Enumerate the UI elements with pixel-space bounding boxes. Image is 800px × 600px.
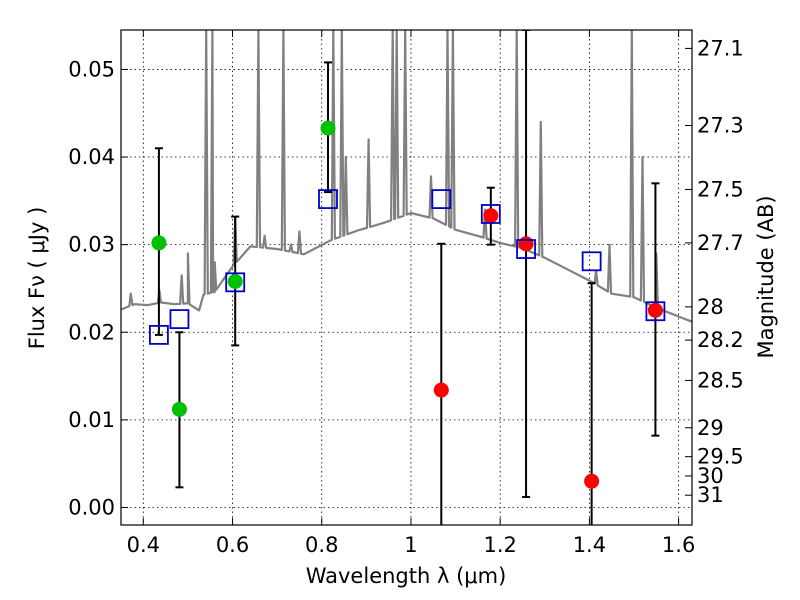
x-tick-label: 1 [404, 533, 417, 557]
x-tick-label: 1.6 [662, 533, 695, 557]
data-point [151, 235, 167, 251]
y2-tick-label: 27.5 [697, 177, 744, 201]
y2-tick-label: 28 [697, 295, 724, 319]
plot-frame [120, 29, 693, 526]
y-tick-label: 0.03 [68, 233, 115, 257]
y-tick-label: 0.05 [68, 57, 115, 81]
y-axis-label: Flux Fν ( μJy ) [25, 207, 49, 350]
y-tick-label: 0.01 [68, 408, 115, 432]
model-sed-group [121, 30, 692, 323]
tick-labels: 0.4 0.6 0.8 1 1.2 1.4 1.6 0.00 0.01 0.02 0.03 0.04 0… [68, 36, 744, 557]
data-point [483, 208, 499, 224]
x-tick-label: 0.4 [127, 533, 160, 557]
model-point [431, 189, 452, 209]
x-tick-label: 0.6 [216, 533, 249, 557]
y2-tick-label: 30 [697, 464, 724, 488]
axis-ticks [121, 30, 692, 525]
x-tick-label: 0.8 [305, 533, 338, 557]
data-point [584, 473, 600, 489]
y2-tick-label: 29 [697, 416, 724, 440]
model-point [645, 301, 666, 322]
model-sed-line [121, 30, 692, 323]
data-point [227, 273, 243, 289]
y-tick-label: 0.04 [68, 145, 115, 169]
markers-group [149, 120, 666, 489]
model-point [581, 251, 602, 272]
plot-area [121, 30, 692, 525]
y2-tick-label: 29.5 [697, 445, 744, 469]
y2-tick-label: 28.2 [697, 328, 744, 352]
x-axis-label: Wavelength λ (μm) [306, 564, 507, 588]
x-tick-label: 1.2 [483, 533, 516, 557]
model-point [516, 239, 536, 259]
model-point [169, 309, 190, 330]
model-point [480, 204, 501, 224]
model-point [149, 324, 169, 345]
data-point [433, 382, 449, 398]
model-point [318, 189, 338, 209]
data-point [171, 401, 187, 417]
y2-tick-label: 27.3 [697, 113, 744, 137]
x-tick-label: 1.4 [573, 533, 606, 557]
y-tick-label: 0.00 [68, 495, 115, 519]
data-point [647, 302, 663, 318]
y2-axis-label: Magnitude (AB) [754, 195, 778, 358]
y2-tick-label: 31 [697, 483, 724, 507]
data-point [518, 236, 534, 252]
model-point [225, 272, 246, 293]
y2-tick-label: 27.1 [697, 36, 744, 60]
y2-tick-label: 27.7 [697, 231, 744, 255]
y-tick-label: 0.02 [68, 320, 115, 344]
y2-tick-label: 28.5 [697, 368, 744, 392]
data-point [320, 120, 336, 136]
